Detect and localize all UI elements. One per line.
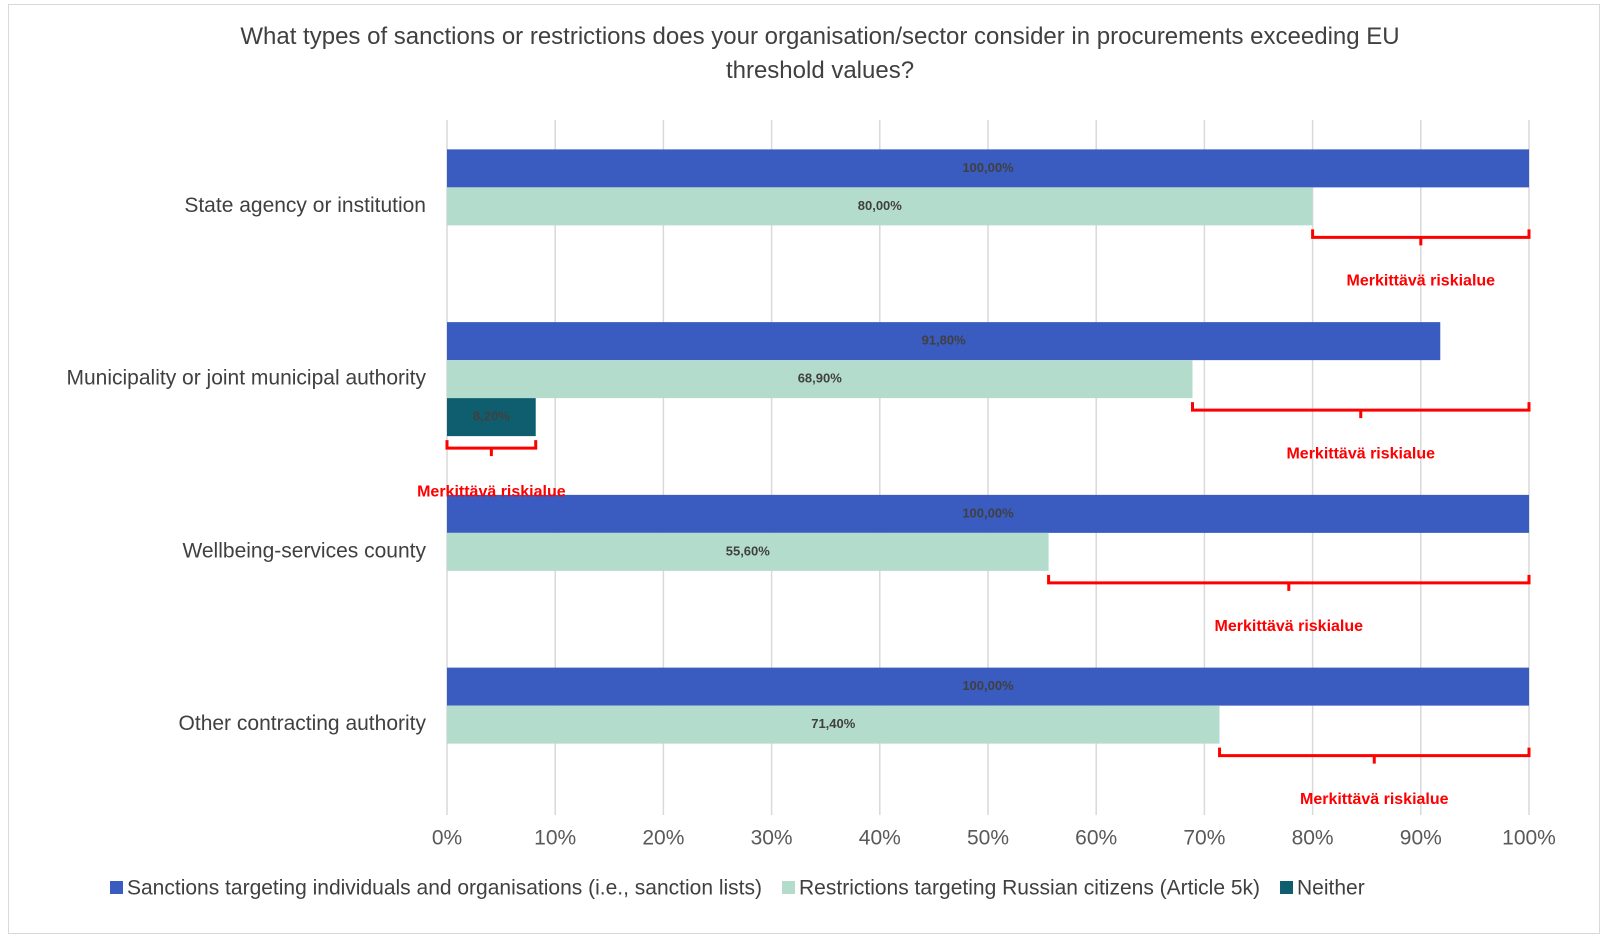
value-label: 55,60% — [726, 543, 771, 558]
annotation: Merkittävä riskialue — [1286, 445, 1435, 462]
chart-frame — [8, 4, 1600, 934]
value-label: 100,00% — [962, 505, 1014, 520]
annotation: Merkittävä riskialue — [1215, 618, 1364, 635]
bar — [447, 667, 1529, 706]
x-tick-label: 80% — [1292, 827, 1334, 850]
value-label: 71,40% — [811, 716, 856, 731]
x-tick-label: 30% — [751, 827, 793, 850]
bracket — [1311, 229, 1531, 246]
value-label: 80,00% — [858, 198, 903, 213]
x-tick-label: 100% — [1502, 827, 1556, 850]
annotation: Merkittävä riskialue — [1300, 791, 1449, 808]
legend-swatch — [1280, 881, 1294, 894]
legend-swatch — [782, 881, 796, 894]
bar — [447, 322, 1441, 361]
x-tick-label: 40% — [859, 827, 901, 850]
x-tick-label: 50% — [967, 827, 1009, 850]
x-tick-label: 70% — [1183, 827, 1225, 850]
category-label: Other contracting authority — [179, 712, 427, 735]
value-label: 8,20% — [473, 409, 510, 424]
bar — [447, 494, 1529, 533]
bracket — [1191, 402, 1531, 419]
legend-swatch — [110, 881, 123, 894]
value-label: 68,90% — [798, 371, 843, 386]
legend-label: Restrictions targeting Russian citizens … — [799, 877, 1260, 900]
bar — [447, 360, 1193, 399]
x-tick-label: 60% — [1075, 827, 1117, 850]
category-label: Municipality or joint municipal authorit… — [67, 367, 427, 390]
bracket — [445, 440, 538, 457]
legend-label: Neither — [1297, 877, 1365, 900]
value-label: 91,80% — [922, 333, 967, 348]
legend-label: Sanctions targeting individuals and orga… — [127, 877, 762, 900]
category-label: Wellbeing-services county — [182, 539, 426, 562]
bar — [447, 532, 1049, 571]
bar — [447, 187, 1313, 226]
bar — [447, 398, 536, 437]
chart-title: What types of sanctions or restrictions … — [240, 23, 1400, 84]
value-label: 100,00% — [962, 160, 1014, 175]
value-label: 100,00% — [962, 678, 1014, 693]
bracket — [1047, 574, 1531, 591]
annotation: Merkittävä riskialue — [1347, 273, 1496, 290]
x-tick-label: 0% — [432, 827, 462, 850]
category-label: State agency or institution — [184, 194, 426, 217]
x-tick-label: 10% — [534, 827, 576, 850]
x-tick-label: 90% — [1400, 827, 1442, 850]
x-tick-label: 20% — [642, 827, 684, 850]
bar — [447, 149, 1529, 188]
bracket — [1218, 747, 1531, 764]
annotation: Merkittävä riskialue — [417, 483, 566, 500]
bar — [447, 705, 1220, 744]
